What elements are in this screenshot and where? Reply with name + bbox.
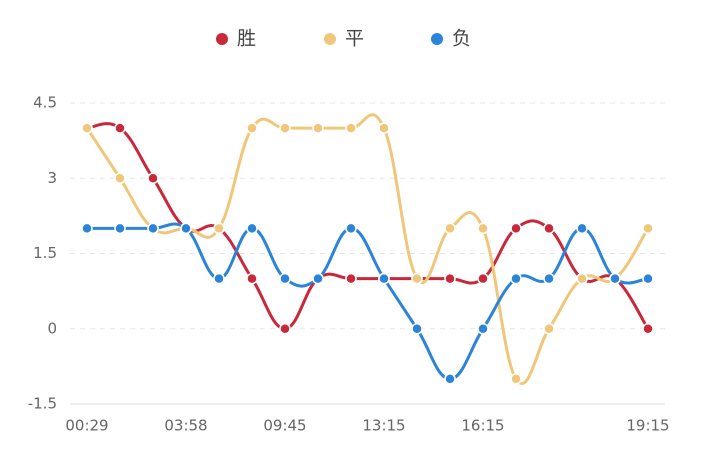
point [543,272,555,285]
point [279,272,291,285]
y-tick-label: 4.5 [33,94,57,112]
point [312,272,324,285]
point [543,323,555,335]
legend-label: 平 [345,28,364,50]
point [246,122,258,134]
x-tick-label: 13:15 [362,417,405,435]
y-tick-label: 1.5 [33,244,57,262]
point [477,272,489,285]
point [180,222,192,235]
point [147,172,159,184]
point [114,122,126,134]
legend-label: 负 [452,28,471,50]
point [510,222,522,235]
point [114,222,126,235]
point [477,323,489,335]
point [510,373,522,385]
point [411,323,423,335]
x-tick-label: 16:15 [461,417,504,435]
legend-swatch [431,33,443,45]
point [642,272,654,285]
point [576,272,588,285]
point [213,222,225,235]
legend-swatch [216,33,228,45]
point [444,373,456,385]
point [81,122,93,134]
point [642,323,654,335]
point [345,222,357,235]
point [147,222,159,235]
point [444,222,456,235]
x-tick-label: 00:29 [65,417,108,435]
point [543,222,555,235]
y-tick-label: 3 [47,169,57,187]
x-tick-label: 03:58 [164,417,207,435]
x-tick-label: 09:45 [263,417,306,435]
point [576,222,588,235]
point [312,122,324,134]
point [279,122,291,134]
point [411,272,423,285]
point [378,272,390,285]
point [345,272,357,285]
point [345,122,357,134]
point [246,272,258,285]
legend-label: 胜 [237,28,256,50]
point [246,222,258,235]
legend-swatch [324,33,336,45]
series-line [86,122,650,331]
y-tick-label: 0 [47,319,57,337]
point [510,272,522,285]
point [444,272,456,285]
point [378,122,390,134]
point [279,323,291,335]
point [81,222,93,235]
point [213,272,225,285]
point [609,272,621,285]
point [114,172,126,184]
point [642,222,654,235]
point [477,222,489,235]
x-tick-label: 19:15 [626,417,669,435]
y-tick-label: -1.5 [28,395,57,413]
